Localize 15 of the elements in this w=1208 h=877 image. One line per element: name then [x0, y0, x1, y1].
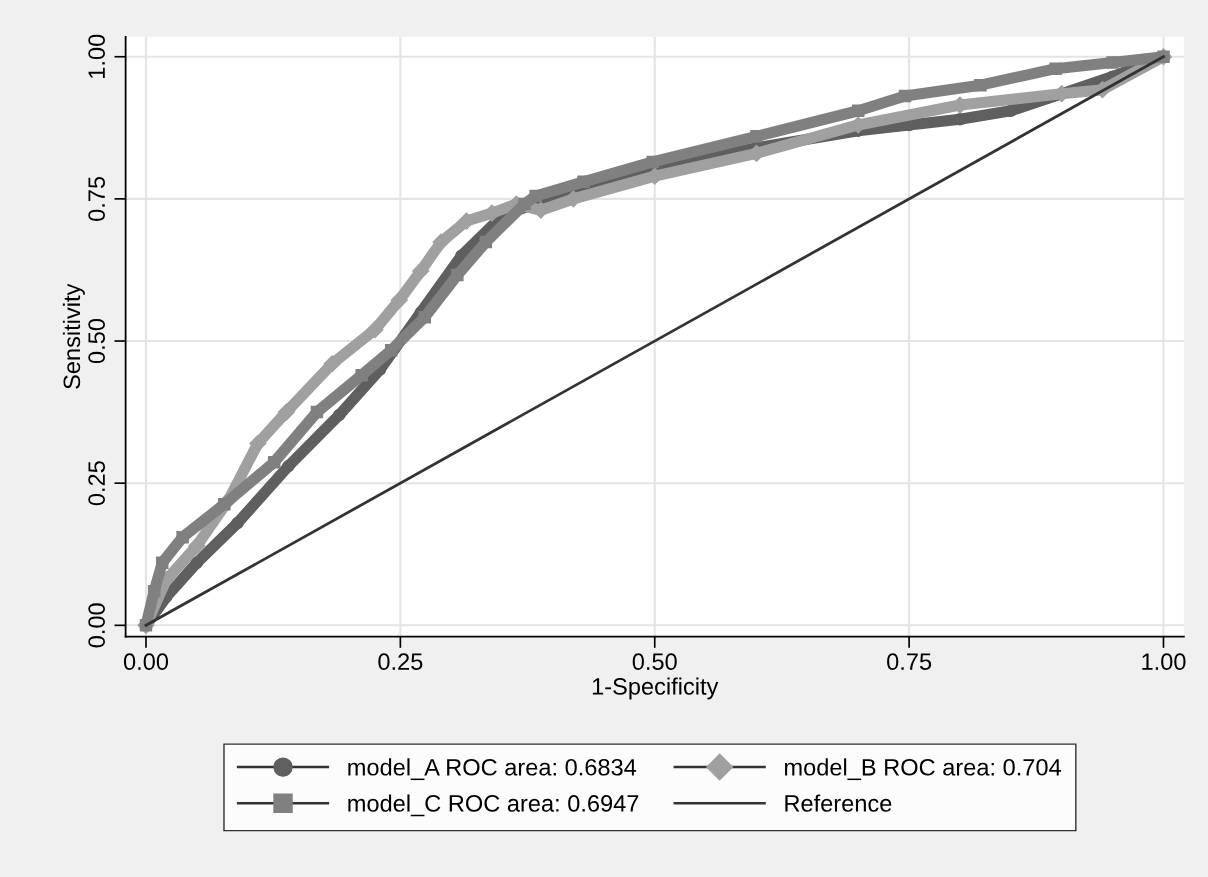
y-axis-title: Sensitivity	[62, 283, 85, 389]
legend-label: Reference	[785, 794, 892, 812]
x-tick-label: 0.25	[378, 653, 423, 671]
x-tick-label: 0.75	[887, 653, 932, 671]
legend-label: model_A ROC area: 0.6834	[348, 758, 637, 781]
x-tick-label: 0.00	[123, 653, 169, 671]
y-tick-label: 0.25	[88, 461, 105, 506]
y-tick-label: 0.50	[88, 318, 105, 364]
legend-label: model_B ROC area: 0.704	[785, 758, 1061, 781]
x-tick-label: 1.00	[1142, 653, 1186, 671]
legend-label: model_C ROC area: 0.6947	[348, 794, 639, 817]
x-axis-title: 1-Specificity	[592, 677, 719, 700]
y-tick-label: 0.75	[88, 176, 105, 221]
x-tick-label: 0.50	[632, 653, 677, 671]
y-tick-label: 1.00	[88, 34, 105, 78]
